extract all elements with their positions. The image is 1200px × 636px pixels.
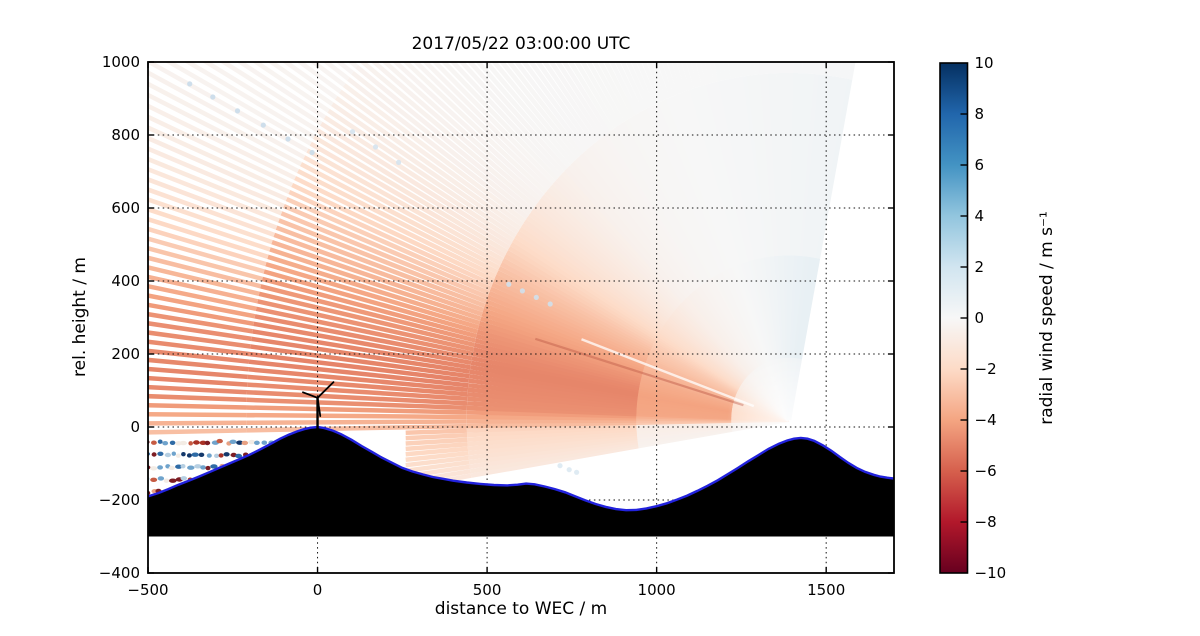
plot-title: 2017/05/22 03:00:00 UTC (411, 34, 631, 54)
y-tick-label: 1000 (101, 53, 140, 71)
gridlines (148, 62, 894, 573)
y-tick-label: −200 (98, 491, 140, 509)
x-axis-label: distance to WEC / m (434, 599, 608, 619)
x-tick-label: 500 (472, 581, 502, 599)
colorbar-tick-label: −2 (974, 360, 997, 378)
wind-turbine (302, 381, 335, 430)
y-tick-label: 200 (111, 345, 140, 363)
colorbar-tick-label: 0 (974, 309, 985, 327)
y-tick-label: 800 (111, 126, 140, 144)
x-tick-label: 1000 (637, 581, 676, 599)
y-tick-label: 0 (130, 418, 140, 436)
x-tick-label: 1500 (807, 581, 846, 599)
colorbar-tick-label: 6 (974, 156, 985, 174)
colorbar-tick-label: 10 (974, 54, 994, 72)
x-tick-label: 0 (312, 581, 323, 599)
colorbar-tick-label: −4 (974, 411, 997, 429)
colorbar-tick-label: −10 (974, 564, 1007, 582)
x-tick-label: −500 (127, 581, 169, 599)
colorbar-tick-label: 8 (974, 105, 985, 123)
colorbar-tick-label: 4 (974, 207, 985, 225)
colorbar-tick-label: −8 (974, 513, 997, 531)
colorbar-label: radial wind speed / m s⁻¹ (1037, 211, 1057, 425)
terrain-outline (148, 425, 894, 512)
axes-frame (147, 61, 895, 574)
y-tick-label: 600 (111, 199, 140, 217)
colorbar-tick-label: 2 (974, 258, 985, 276)
colorbar-tick-label: −6 (974, 462, 997, 480)
colorbar (939, 62, 969, 574)
y-tick-label: 400 (111, 272, 140, 290)
terrain (148, 425, 894, 537)
y-tick-label: −400 (98, 564, 140, 582)
terrain-fill (148, 427, 894, 537)
